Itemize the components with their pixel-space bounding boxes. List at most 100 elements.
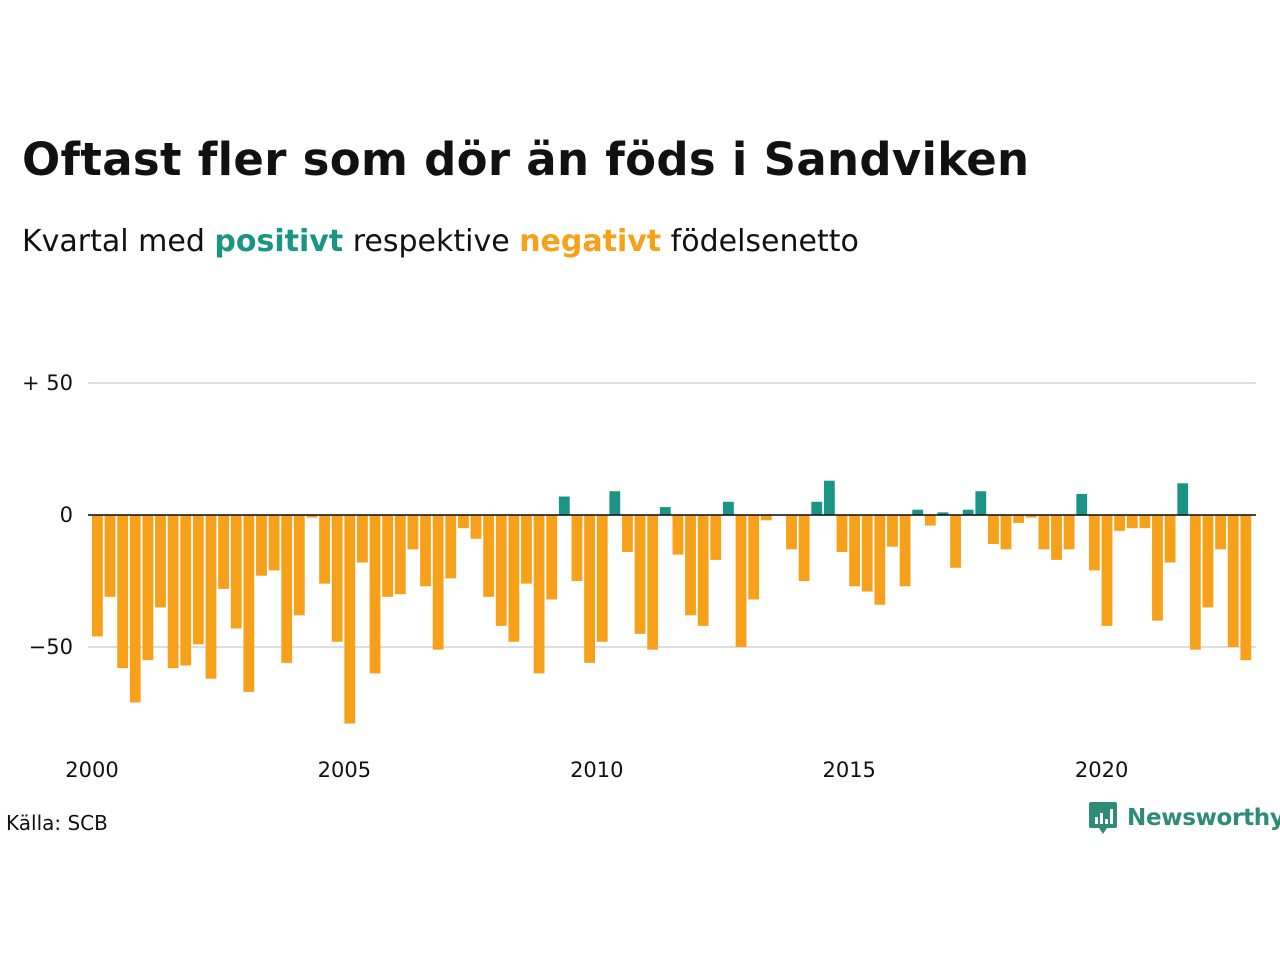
bar [874, 515, 886, 605]
bar [1063, 515, 1075, 550]
bar [798, 515, 810, 581]
y-tick-label: −50 [29, 635, 73, 659]
bar [369, 515, 381, 674]
x-tick-label: 2005 [318, 758, 371, 782]
bar [609, 491, 621, 515]
bar [1189, 515, 1201, 650]
y-tick-label: 0 [60, 503, 73, 527]
x-tick-label: 2020 [1075, 758, 1128, 782]
bar [1000, 515, 1012, 550]
bar [760, 515, 772, 521]
bar [192, 515, 204, 645]
bar [1051, 515, 1062, 560]
bar [962, 509, 974, 515]
bar [558, 496, 570, 515]
bar [899, 515, 911, 587]
brand-name: Newsworthy [1127, 805, 1280, 831]
bar [659, 507, 671, 515]
bar [937, 512, 949, 515]
bar [786, 515, 797, 550]
bar [1139, 515, 1151, 529]
bar [1227, 515, 1239, 647]
bar [1076, 493, 1088, 515]
subtitle-suffix: födelsenetto [661, 224, 859, 259]
bar [357, 515, 368, 563]
y-tick-label: + 50 [22, 371, 73, 395]
source-note: Källa: SCB [6, 811, 108, 835]
bar [293, 515, 305, 616]
newsworthy-logo: Newsworthy [1088, 800, 1280, 836]
bar [1025, 515, 1037, 518]
bar [811, 501, 823, 515]
bar [394, 515, 406, 595]
bar [697, 515, 709, 626]
bar [483, 515, 495, 597]
bar [432, 515, 444, 650]
bar [1038, 515, 1050, 550]
bar [104, 515, 116, 597]
bar [849, 515, 860, 587]
bar [634, 515, 646, 634]
bar [92, 515, 103, 637]
bar [344, 515, 356, 724]
bar [748, 515, 760, 600]
bar [218, 515, 229, 589]
bar [1114, 515, 1126, 531]
bar [1164, 515, 1176, 563]
bar [975, 491, 987, 515]
bar [495, 515, 507, 626]
chart-title: Oftast fler som dör än föds i Sandviken [22, 133, 1030, 186]
bar [256, 515, 267, 576]
bar-chart: + 50 0 −50 2000 2005 2010 2015 2020 [22, 371, 1256, 782]
bar [205, 515, 217, 679]
bar [407, 515, 419, 550]
chart-subtitle: Kvartal med positivt respektive negativt… [22, 222, 859, 262]
bar [672, 515, 684, 555]
bar [533, 515, 545, 674]
subtitle-middle: respektive [343, 224, 520, 259]
bar [723, 501, 734, 515]
bar [988, 515, 999, 545]
bar [912, 509, 924, 515]
bar [1202, 515, 1214, 608]
bar [382, 515, 394, 597]
bar [584, 515, 595, 663]
bar [508, 515, 520, 642]
bar [268, 515, 280, 571]
bar [319, 515, 330, 584]
bar [950, 515, 961, 568]
bar [420, 515, 431, 587]
bar [167, 515, 179, 669]
bar [129, 515, 141, 703]
bar [685, 515, 696, 616]
bar [1177, 483, 1189, 515]
newsworthy-bar-chart-icon [1089, 802, 1117, 834]
bar [647, 515, 659, 650]
bar [1126, 515, 1138, 529]
bar [836, 515, 848, 552]
bar [735, 515, 747, 647]
subtitle-positive-word: positivt [214, 224, 344, 259]
bar [457, 515, 469, 529]
bar [142, 515, 154, 661]
bar [1088, 515, 1100, 571]
bar [230, 515, 242, 629]
bar [823, 480, 835, 515]
bar [521, 515, 532, 584]
bar [306, 515, 318, 518]
bar [445, 515, 457, 579]
bar [887, 515, 898, 547]
x-tick-label: 2000 [65, 758, 118, 782]
bar [924, 515, 936, 526]
bar [1215, 515, 1226, 550]
bar [281, 515, 293, 663]
bar [1013, 515, 1025, 523]
bar [710, 515, 722, 560]
bar [1101, 515, 1113, 626]
bar [1240, 515, 1252, 661]
bar [596, 515, 608, 642]
subtitle-prefix: Kvartal med [22, 224, 215, 259]
subtitle-negative-word: negativt [519, 224, 662, 259]
x-tick-label: 2015 [822, 758, 875, 782]
bar [1152, 515, 1163, 621]
